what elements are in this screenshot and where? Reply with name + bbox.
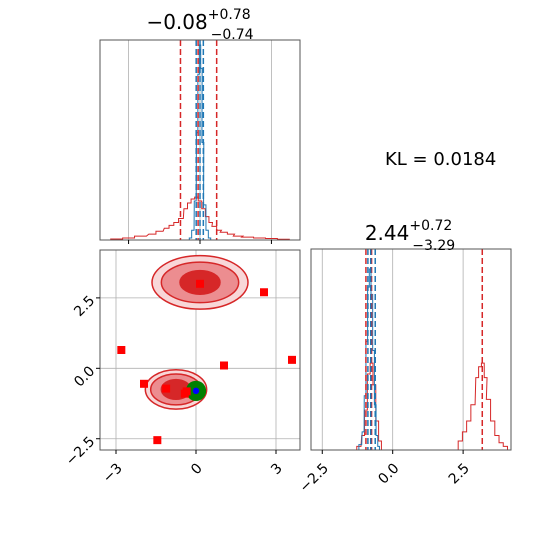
x-tick-label: −2.5	[297, 460, 332, 495]
red-sample-marker	[288, 355, 296, 364]
y-tick-label: 2.5	[71, 293, 98, 320]
blue-histogram	[358, 268, 380, 450]
red-sample-marker	[140, 379, 148, 388]
param2-title: 2.44+0.72 −3.29	[365, 218, 455, 254]
blue-contour-core	[192, 387, 200, 395]
red-sample-marker	[260, 288, 268, 297]
param1-title: −0.08+0.78 −0.74	[146, 7, 253, 43]
red-histogram	[110, 196, 290, 240]
joint-contour-panel: −3 0 3 −2.5 0.0 2.5	[63, 249, 301, 486]
x-tick-label: 2.5	[446, 460, 473, 487]
x-tick-label: 3	[268, 460, 286, 478]
red-sample-marker	[180, 389, 189, 398]
x-tick-label: 0.0	[375, 460, 402, 487]
red-sample-marker	[196, 279, 204, 288]
red-sample-marker	[162, 384, 171, 393]
kl-annotation: KL = 0.0184	[385, 149, 496, 170]
y-tick-label: 0.0	[71, 363, 98, 390]
red-sample-marker	[153, 436, 162, 445]
param1-histogram-panel: −0.08+0.78 −0.74	[99, 7, 301, 244]
red-sample-marker	[220, 361, 228, 370]
axes-frame	[310, 248, 512, 451]
y-tick-label: −2.5	[63, 434, 98, 469]
joint-plot-area	[100, 250, 300, 450]
param2-histogram-panel: −2.5 0.0 2.5 2.44+0.72 −3.29	[297, 218, 512, 496]
x-tick-label: 0	[188, 460, 206, 478]
red-histogram-right-mode	[457, 362, 508, 450]
red-sample-marker	[117, 346, 126, 354]
x-tick-label: −3	[100, 460, 126, 486]
axes-frame	[99, 249, 301, 451]
